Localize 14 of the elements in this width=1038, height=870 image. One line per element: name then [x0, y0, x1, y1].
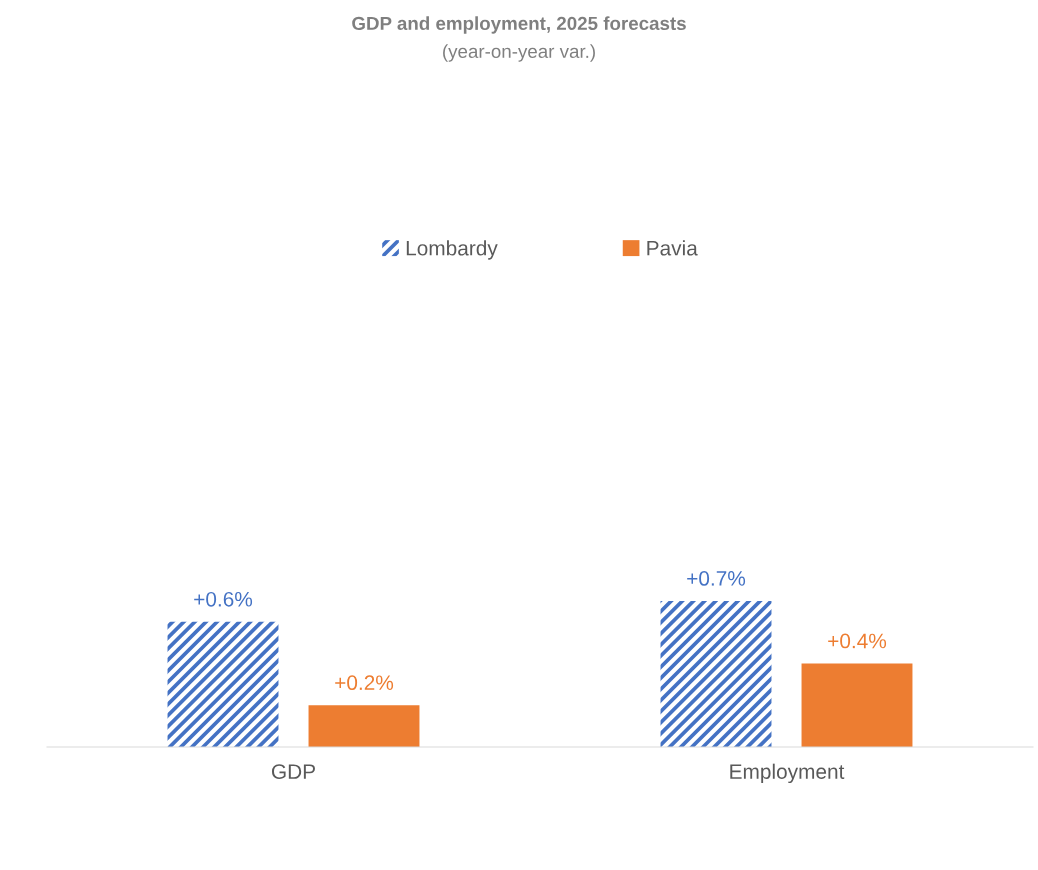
chart-title: GDP and employment, 2025 forecasts: [352, 16, 686, 34]
legend-label: Pavia: [647, 240, 698, 256]
data-label: +0.6%: [194, 591, 253, 607]
data-label: +0.2%: [335, 675, 394, 691]
data-label: +0.4%: [828, 633, 887, 649]
bar: [801, 663, 913, 747]
bar: [308, 705, 420, 747]
data-label: +0.7%: [687, 571, 746, 586]
chart-subtitle: (year-on-year var.): [443, 44, 595, 62]
bar: [660, 601, 772, 747]
legend-label: Lombardy: [406, 240, 498, 260]
bar: [167, 621, 279, 747]
x-tick-label: Employment: [730, 763, 845, 784]
x-tick-label: GDP: [271, 764, 315, 779]
